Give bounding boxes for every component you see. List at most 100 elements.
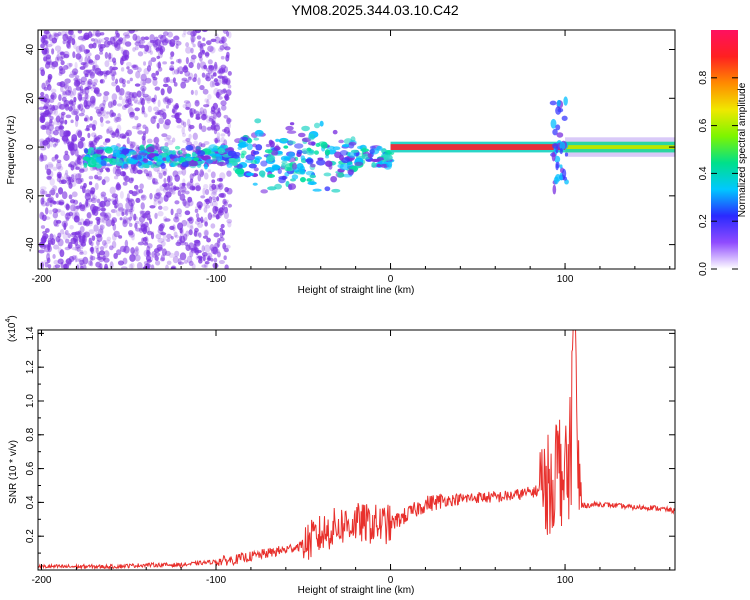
noise-cell [55, 62, 59, 67]
noise-cell [107, 198, 111, 202]
y-tick-label: 1.4 [25, 326, 36, 340]
band-cell [316, 143, 321, 147]
noise-cell [174, 200, 179, 204]
noise-cell [227, 221, 231, 227]
band-cell [360, 148, 369, 152]
noise-cell [161, 109, 166, 113]
noise-cell [123, 258, 128, 265]
band-cell [241, 153, 245, 158]
noise-cell [155, 260, 160, 265]
noise-cell [184, 80, 189, 83]
noise-cell [156, 56, 160, 59]
y-tick-label: 0.4 [25, 495, 36, 509]
noise-cell [158, 100, 161, 108]
chart-title: YM08.2025.344.03.10.C42 [291, 2, 459, 18]
noise-cell [193, 133, 198, 140]
noise-cell [120, 217, 123, 220]
noise-cell [220, 65, 226, 70]
noise-cell [69, 225, 74, 230]
noise-cell [187, 181, 193, 189]
band-cell [305, 159, 313, 163]
noise-cell [151, 57, 157, 62]
band-cell [383, 155, 392, 161]
noise-cell [122, 171, 127, 176]
noise-cell [154, 199, 157, 207]
band-cell [260, 189, 268, 193]
noise-cell [178, 188, 181, 192]
noise-cell [111, 209, 115, 213]
noise-cell [77, 130, 82, 138]
noise-cell [100, 32, 104, 35]
noise-cell [60, 56, 63, 61]
noise-cell [47, 243, 50, 250]
noise-cell [139, 40, 145, 44]
noise-cell [65, 213, 71, 220]
noise-cell [60, 210, 65, 216]
noise-cell [188, 62, 193, 68]
noise-cell [75, 115, 79, 122]
noise-cell [167, 140, 173, 145]
noise-cell [119, 96, 123, 100]
noise-cell [79, 252, 84, 255]
noise-cell [51, 89, 57, 93]
noise-cell [190, 222, 193, 229]
band-cell [308, 134, 315, 141]
noise-cell [159, 46, 165, 53]
band-cell [320, 121, 324, 127]
band-cell [175, 146, 180, 150]
noise-cell [99, 52, 103, 55]
band-cell [292, 174, 298, 179]
noise-cell [180, 82, 186, 89]
noise-cell [208, 169, 211, 172]
noise-cell [221, 56, 225, 60]
noise-cell [60, 52, 65, 55]
band-cell [351, 150, 359, 153]
noise-cell [125, 209, 128, 216]
noise-cell [99, 103, 105, 110]
noise-cell [72, 191, 78, 197]
noise-cell [189, 251, 193, 258]
noise-cell [163, 178, 166, 184]
burst-cell [560, 148, 563, 154]
band-cell [178, 150, 183, 155]
noise-cell [143, 224, 147, 230]
noise-cell [224, 201, 228, 206]
band-cell [123, 164, 128, 170]
noise-cell [169, 226, 174, 230]
noise-cell [137, 170, 143, 174]
noise-cell [129, 264, 133, 270]
noise-cell [49, 210, 53, 215]
band-cell [386, 161, 392, 168]
noise-cell [200, 219, 204, 222]
noise-cell [157, 211, 163, 217]
noise-cell [111, 82, 117, 87]
strong-band-core [391, 144, 566, 150]
band-cell [116, 159, 123, 166]
burst-cell [557, 100, 561, 107]
noise-cell [131, 95, 134, 101]
noise-cell [146, 45, 151, 53]
noise-cell [118, 89, 122, 96]
band-cell [272, 164, 279, 168]
noise-cell [147, 243, 153, 248]
band-cell [307, 181, 316, 185]
noise-cell [125, 132, 129, 136]
noise-cell [92, 85, 95, 90]
noise-cell [159, 231, 164, 236]
noise-cell [69, 28, 73, 34]
noise-cell [226, 170, 231, 176]
noise-cell [97, 171, 102, 175]
noise-cell [129, 112, 135, 119]
noise-cell [77, 105, 80, 110]
noise-cell [220, 193, 226, 198]
noise-cell [164, 218, 171, 222]
band-cell [235, 168, 245, 174]
noise-cell [228, 85, 232, 89]
noise-cell [100, 79, 103, 83]
noise-cell [187, 200, 193, 207]
noise-cell [80, 178, 83, 182]
noise-cell [189, 125, 195, 129]
band-cell [265, 149, 273, 153]
band-cell [253, 151, 259, 155]
noise-cell [130, 203, 133, 210]
